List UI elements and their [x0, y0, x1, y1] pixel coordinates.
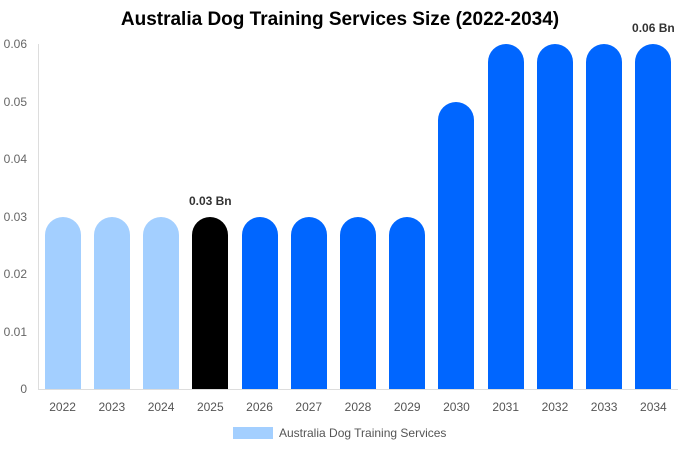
x-tick-label: 2026: [246, 400, 273, 414]
bar-2025[interactable]: [192, 216, 229, 389]
data-label: 0.06 Bn: [632, 21, 675, 35]
legend-label: Australia Dog Training Services: [279, 426, 447, 440]
bar-2030[interactable]: [438, 101, 475, 389]
bar-2034[interactable]: [635, 44, 672, 389]
y-tick-label: 0: [20, 382, 27, 396]
y-tick-label: 0.04: [3, 152, 27, 166]
x-tick-label: 2029: [393, 400, 421, 414]
data-label: 0.03 Bn: [188, 193, 232, 208]
x-tick-label: 2034: [640, 400, 667, 414]
x-tick-label: 2024: [147, 400, 175, 414]
x-tick-label: 2032: [541, 400, 569, 414]
bar-2031[interactable]: [487, 44, 524, 389]
y-tick-label: 0.01: [3, 324, 27, 339]
legend[interactable]: Australia Dog Training Services: [233, 426, 446, 440]
legend-swatch: [233, 427, 273, 439]
x-tick-label: 2023: [98, 400, 126, 414]
x-tick-label: 2030: [443, 400, 470, 414]
bar-2022[interactable]: [44, 216, 81, 389]
bar-2023[interactable]: [93, 216, 130, 389]
x-tick-label: 2028: [344, 400, 372, 414]
bar-2029[interactable]: [389, 216, 426, 389]
bar-2024[interactable]: [143, 216, 180, 389]
bar-2032[interactable]: [536, 44, 573, 389]
y-tick-label: 0.02: [3, 267, 27, 281]
x-tick-label: 2022: [49, 400, 76, 414]
bar-2027[interactable]: [290, 216, 327, 389]
x-tick-label: 2025: [196, 400, 224, 414]
x-axis-line: [38, 389, 678, 390]
x-tick-label: 2027: [295, 400, 323, 414]
y-tick-label: 0.06: [3, 37, 27, 51]
y-axis-line: [38, 44, 39, 389]
y-tick-label: 0.03: [3, 209, 27, 224]
chart-title: Australia Dog Training Services Size (20…: [120, 9, 560, 30]
x-tick-label: 2031: [492, 400, 520, 414]
bar-2033[interactable]: [586, 44, 623, 389]
bar-2028[interactable]: [340, 216, 376, 389]
x-tick-label: 2033: [590, 400, 618, 414]
y-tick-label: 0.05: [3, 94, 27, 109]
bar-2026[interactable]: [241, 216, 278, 389]
